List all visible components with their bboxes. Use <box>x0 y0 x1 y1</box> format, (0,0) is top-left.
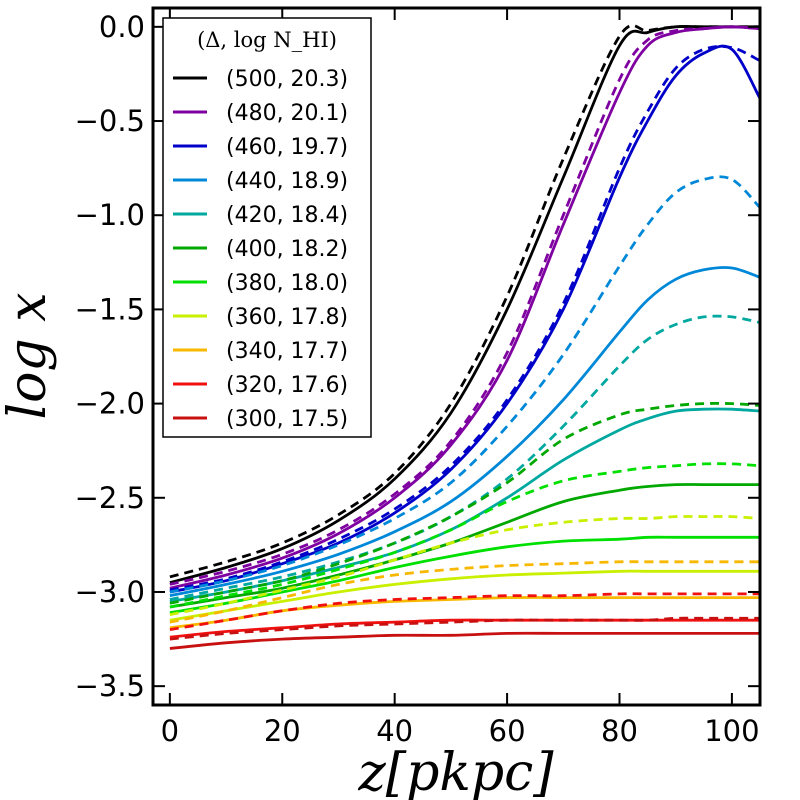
legend-label: (400, 18.2) <box>226 237 348 262</box>
series-line-solid <box>169 631 760 650</box>
legend-label: (440, 18.9) <box>226 169 348 194</box>
y-tick-label: 0.0 <box>99 10 145 44</box>
x-tick-label: 0 <box>161 714 179 748</box>
x-tick-label: 100 <box>704 714 759 748</box>
series-line-dashed <box>169 592 760 631</box>
series-line-solid <box>169 266 760 598</box>
series-line-dashed <box>169 45 760 592</box>
legend-label: (420, 18.4) <box>226 203 348 228</box>
y-tick-label: −2.0 <box>75 387 145 421</box>
plot-frame <box>151 6 762 707</box>
legend-items: (500, 20.3) (480, 20.1) (460, 19.7) (440, 1… <box>173 67 348 432</box>
series-line-dashed <box>169 515 760 616</box>
series-line-dashed <box>169 616 760 641</box>
y-tick-label: −1.5 <box>75 292 145 326</box>
series-line-solid <box>169 25 760 590</box>
series-line-solid <box>169 596 760 630</box>
legend-label: (480, 20.1) <box>226 101 348 126</box>
series-line-dashed <box>169 314 760 601</box>
y-tick-label: −2.5 <box>75 481 145 515</box>
y-tick-label: −3.5 <box>75 669 145 703</box>
legend-title: (Δ, log N_HI) <box>197 28 337 52</box>
x-axis-label: z[pkpc] <box>357 743 554 800</box>
legend-label: (360, 17.8) <box>226 305 348 330</box>
legend-label: (380, 18.0) <box>226 271 348 296</box>
legend-box <box>162 17 372 438</box>
legend-label: (500, 20.3) <box>226 67 348 92</box>
series-line-dashed <box>169 175 760 594</box>
legend: (Δ, log N_HI) (500, 20.3) (480, 20.1) (460… <box>162 17 372 438</box>
x-tick-label: 60 <box>489 714 526 748</box>
y-tick-label: −0.5 <box>75 104 145 138</box>
series-line-solid <box>169 535 760 615</box>
y-axis-label: log x <box>0 292 58 419</box>
y-tick-label: −3.0 <box>75 575 145 609</box>
legend-label: (300, 17.5) <box>226 407 348 432</box>
series-line-solid <box>169 483 760 609</box>
x-tick-label: 40 <box>376 714 413 748</box>
series-line-solid <box>169 569 760 622</box>
y-tick-label: −1.0 <box>75 198 145 232</box>
x-tick-label: 80 <box>601 714 638 748</box>
series-line-dashed <box>169 401 760 605</box>
series-line-solid <box>169 25 760 584</box>
x-tick-label: 20 <box>264 714 301 748</box>
legend-label: (340, 17.7) <box>226 339 348 364</box>
lines-layer <box>169 24 760 650</box>
legend-label: (460, 19.7) <box>226 135 348 160</box>
series-line-dashed <box>169 24 760 579</box>
ticks-layer: 0 20 40 60 80 100 0.0 −0.5 −1.0 −1.5 −2.0 −2.5 −3.0 −… <box>75 8 760 748</box>
legend-label: (320, 17.6) <box>226 373 348 398</box>
series-line-solid <box>169 44 760 594</box>
